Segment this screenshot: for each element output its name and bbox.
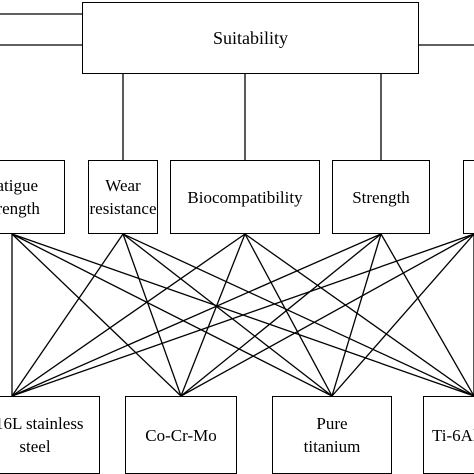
criterion-alternative-connector [180, 233, 474, 397]
goal-label: Suitability [212, 27, 288, 48]
criterion-alternative-connector [380, 233, 474, 397]
criterion-alternative-connector [11, 233, 382, 397]
criterion-biocompatibility-label: Biocompatibility [187, 187, 303, 207]
alternative-titanium-line2: titanium [303, 437, 361, 456]
criterion-alternative-connector [331, 233, 382, 397]
criterion-alternative-connector [122, 233, 333, 397]
criterion-strength-box: Strength [332, 160, 430, 234]
alternative-titanium-line1: Pure [316, 414, 348, 433]
criterion-fatigue-strength-box: Fatigue strength [0, 160, 65, 234]
alternative-stainless-steel-box: 316L stainless steel [0, 396, 100, 474]
alternative-stainless-line2: steel [19, 437, 51, 456]
criterion-wear-line2: resistance [89, 199, 157, 218]
criterion-alternative-connector [244, 233, 333, 397]
criterion-fatigue-line1: Fatigue [0, 176, 38, 195]
criterion-alternative-connector [11, 233, 474, 397]
criterion-wear-line1: Wear [105, 176, 141, 195]
alternative-ti6al4v-label: Ti-6Al-4V [432, 425, 474, 445]
criterion-alternative-connector [122, 233, 182, 397]
alternative-pure-titanium-box: Pure titanium [272, 396, 392, 474]
criterion-alternative-connector [180, 233, 246, 397]
alternative-ti6al4v-box: Ti-6Al-4V [423, 396, 474, 474]
criterion-strength-label: Strength [352, 187, 410, 207]
criterion-wear-resistance-box: Wear resistance [88, 160, 158, 234]
criterion-alternative-connector [244, 233, 474, 397]
criterion-partial-box [463, 160, 474, 234]
alternative-co-cr-mo-label: Co-Cr-Mo [145, 425, 217, 445]
criterion-alternative-connector [331, 233, 474, 397]
alternative-co-cr-mo-box: Co-Cr-Mo [125, 396, 237, 474]
criterion-alternative-connector [122, 233, 474, 397]
criterion-biocompatibility-box: Biocompatibility [170, 160, 320, 234]
criterion-alternative-connector [180, 233, 382, 397]
alternative-stainless-line1: 316L stainless [0, 414, 84, 433]
criterion-alternative-connector [11, 233, 124, 397]
criterion-alternative-connector [11, 233, 182, 397]
criterion-fatigue-line2: strength [0, 199, 40, 218]
criterion-alternative-connector [11, 233, 333, 397]
goal-box: Suitability [82, 2, 419, 74]
criterion-alternative-connector [11, 233, 246, 397]
